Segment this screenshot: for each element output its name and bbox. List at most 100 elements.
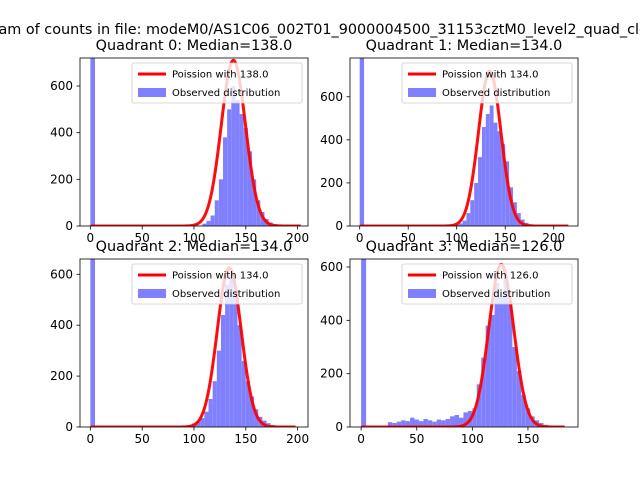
histogram-bar <box>494 283 500 427</box>
legend-curve-label: Poission with 126.0 <box>442 271 538 282</box>
y-tick-label: 400 <box>320 133 343 147</box>
y-tick-label: 200 <box>50 369 73 383</box>
y-tick-label: 200 <box>320 176 343 190</box>
histogram-bar <box>516 371 522 427</box>
histogram-bar <box>436 419 442 427</box>
histogram-bar <box>432 421 437 427</box>
y-tick-label: 200 <box>320 367 343 381</box>
histogram-bar <box>507 301 513 427</box>
histogram-bar <box>256 200 261 226</box>
subplot-quadrant-1: 0 50 100 150 200 0 200 400 600 Quadrant 1: Median… <box>320 38 579 245</box>
subplot-title: Quadrant 1: Median=134.0 <box>366 38 563 54</box>
histogram-bar <box>208 399 213 427</box>
histogram-bar <box>90 259 96 427</box>
histogram-bar <box>450 416 455 427</box>
histogram-bar <box>497 131 502 226</box>
y-tick-label: 0 <box>335 420 343 434</box>
histogram-bar <box>227 109 232 226</box>
x-tick-label: 200 <box>286 231 309 245</box>
x-tick-label: 100 <box>183 432 206 446</box>
histogram-bar <box>445 419 451 427</box>
histogram-bar <box>223 137 228 226</box>
histogram-bar <box>493 122 498 226</box>
histogram-bar <box>414 419 419 427</box>
x-tick-label: 150 <box>494 231 517 245</box>
poisson-curve <box>89 266 297 427</box>
subplot-title: Quadrant 3: Median=126.0 <box>366 239 563 255</box>
histogram-bar <box>458 417 464 427</box>
histogram-bar <box>387 422 393 427</box>
poisson-curve <box>89 58 302 226</box>
x-tick-label: 50 <box>135 432 150 446</box>
histogram-bar <box>525 408 531 427</box>
histogram-bar <box>241 360 246 427</box>
x-tick-label: 100 <box>445 231 468 245</box>
histogram-bar <box>252 179 257 226</box>
histogram-bar <box>245 381 250 427</box>
legend-box <box>401 62 573 104</box>
histogram-bar <box>359 58 365 226</box>
subplot-title: Quadrant 0: Median=138.0 <box>96 38 293 54</box>
histogram-bar <box>218 179 224 226</box>
histogram-bar <box>216 350 221 427</box>
subplot-quadrant-2: 0 50 100 150 200 0 200 400 600 Quadrant 2: Median… <box>50 239 309 446</box>
figure-title: Histogram of counts in file: modeM0/AS1C… <box>0 22 640 38</box>
histogram-bar <box>476 384 482 427</box>
y-tick-label: 600 <box>320 90 343 104</box>
histogram-bar <box>410 417 415 427</box>
legend-hist-label: Observed distribution <box>442 289 550 300</box>
histogram-bar <box>405 421 411 427</box>
histogram-bar <box>470 200 475 226</box>
histogram-bar <box>200 418 205 427</box>
histogram-bar <box>235 100 240 226</box>
subplot-quadrant-3: 0 50 100 150 0 200 400 600 Quadrant 3: Median=12… <box>320 239 579 446</box>
legend-box <box>401 263 573 305</box>
histogram-bar <box>210 215 215 226</box>
histogram-bar <box>392 423 397 427</box>
histogram-bar <box>454 415 459 427</box>
histogram-bar <box>512 347 517 427</box>
y-tick-label: 600 <box>50 267 73 281</box>
histogram-bars <box>359 58 548 226</box>
histogram-bars <box>90 259 288 427</box>
y-tick-label: 400 <box>50 126 73 140</box>
y-tick-label: 200 <box>50 172 73 186</box>
histogram-bar <box>90 58 96 226</box>
histogram-bar <box>243 128 248 226</box>
poisson-curve <box>360 262 566 427</box>
legend: Poission with 134.0 Observed distribution <box>401 62 573 104</box>
axes-frame <box>349 57 579 227</box>
legend-hist-label: Observed distribution <box>172 88 280 99</box>
histogram-bar <box>485 325 491 427</box>
legend-curve-label: Poission with 138.0 <box>172 70 268 81</box>
histogram-bar <box>441 420 446 427</box>
histogram-bar <box>361 259 367 427</box>
histogram-bar <box>485 114 490 226</box>
legend-hist-swatch <box>138 289 166 298</box>
histogram-bar <box>196 421 201 427</box>
x-tick-label: 100 <box>183 231 206 245</box>
histogram-bar <box>481 357 486 427</box>
histogram-bar <box>225 284 230 427</box>
histogram-bar <box>204 411 209 427</box>
y-tick-label: 0 <box>65 420 73 434</box>
x-tick-label: 0 <box>87 231 95 245</box>
histogram-bar <box>474 182 479 226</box>
y-tick-label: 400 <box>320 313 343 327</box>
x-tick-label: 50 <box>409 432 424 446</box>
histogram-bar <box>505 161 510 226</box>
histogram-bar <box>247 151 253 226</box>
legend-hist-swatch <box>408 88 436 97</box>
histogram-bar <box>233 294 238 427</box>
legend-box <box>131 263 303 305</box>
histogram-bar <box>427 420 433 427</box>
histogram-bar <box>503 277 508 427</box>
y-tick-label: 0 <box>335 219 343 233</box>
x-tick-label: 0 <box>87 432 95 446</box>
histogram-bar <box>237 325 242 427</box>
legend-hist-label: Observed distribution <box>172 289 280 300</box>
x-tick-label: 200 <box>286 432 309 446</box>
histogram-bar <box>423 419 428 427</box>
x-tick-label: 50 <box>135 231 150 245</box>
